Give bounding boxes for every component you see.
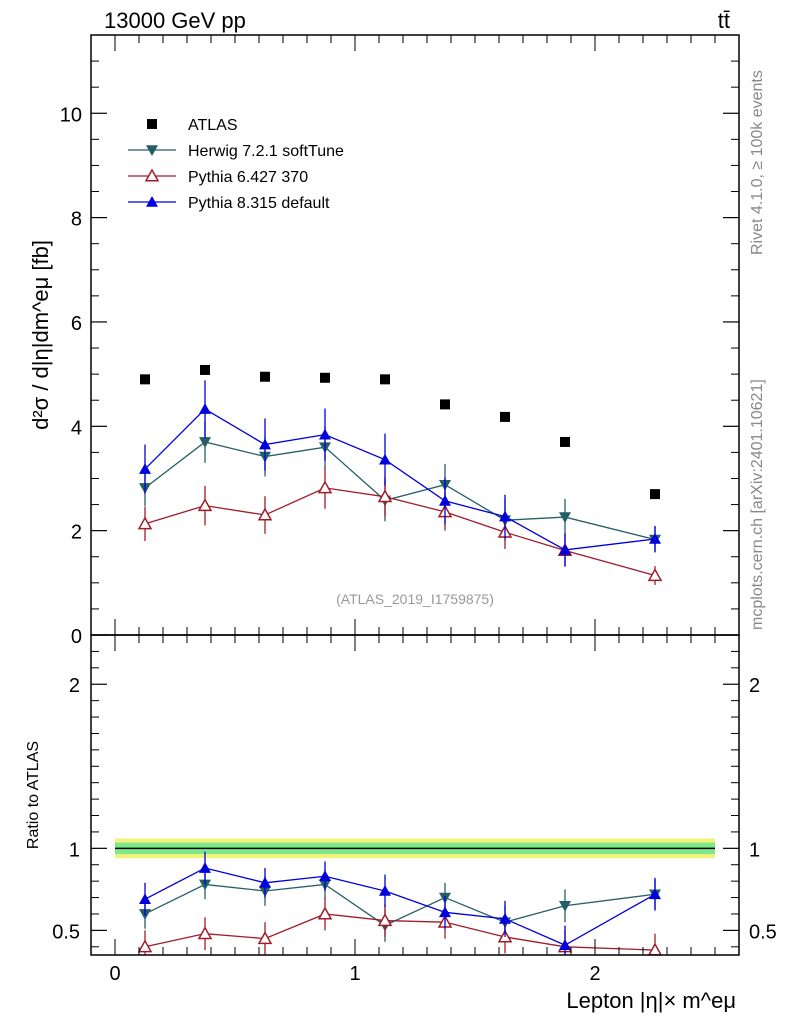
ratio-panel: 0.5 0.5 1 1 2 2 0 1 2 Ratio to ATLAS Lepton |η|×… xyxy=(25,634,777,1013)
legend-label: Pythia 8.315 default xyxy=(188,195,330,212)
ratio-y-tick-label: 2 xyxy=(69,675,80,697)
x-tick-label: 1 xyxy=(349,963,360,985)
data-point xyxy=(320,372,330,383)
data-point xyxy=(199,403,211,414)
legend-marker xyxy=(144,168,160,182)
y-tick-label: 0 xyxy=(71,626,82,648)
rivet-version-label: Rivet 4.1.0, ≥ 100k events xyxy=(749,70,766,255)
data-point xyxy=(499,510,511,522)
data-point xyxy=(317,906,333,920)
main-panel: 0 2 4 6 8 10 (ATLAS_2019_I1759875) d²σ / d|η|… xyxy=(28,34,740,648)
series-line xyxy=(144,883,656,927)
series-4 xyxy=(139,380,661,567)
data-point xyxy=(500,411,510,422)
x-tick-label: 0 xyxy=(109,963,120,985)
data-point xyxy=(380,374,390,385)
data-point xyxy=(650,489,660,500)
data-point xyxy=(139,463,151,474)
data-point xyxy=(260,371,270,382)
series-line xyxy=(144,913,656,951)
ratio-series-3 xyxy=(139,851,661,955)
data-point xyxy=(377,912,393,927)
legend-label: ATLAS xyxy=(188,117,238,134)
data-point xyxy=(259,876,271,888)
data-point xyxy=(139,893,151,905)
y-tick-label: 10 xyxy=(60,104,82,126)
data-point xyxy=(559,543,571,555)
ratio-series-2 xyxy=(137,897,663,956)
x-tick-label: 2 xyxy=(589,963,600,985)
data-point xyxy=(649,888,661,900)
data-point xyxy=(559,900,571,912)
legend-label: Pythia 6.427 370 xyxy=(188,169,308,186)
data-point xyxy=(259,438,271,450)
header-right-label: tt̄ xyxy=(718,8,730,33)
legend-item: Pythia 6.427 370 xyxy=(128,168,308,186)
series-3 xyxy=(137,467,663,585)
series-line xyxy=(144,867,656,946)
data-point xyxy=(257,507,273,521)
legend-label: Herwig 7.2.1 softTune xyxy=(188,143,344,160)
ratio-y-tick-label: 0.5 xyxy=(52,921,80,943)
y-tick-label: 2 xyxy=(71,522,82,544)
main-plot-area xyxy=(137,364,663,585)
data-point xyxy=(559,512,571,524)
data-point xyxy=(499,912,511,924)
legend-item: ATLAS xyxy=(147,117,238,134)
legend-marker xyxy=(147,119,157,129)
data-point xyxy=(319,870,331,882)
data-point xyxy=(647,567,663,582)
data-point xyxy=(317,480,333,494)
main-axis-ticks: 0 2 4 6 8 10 xyxy=(60,35,739,648)
ratio-y-axis-label: Ratio to ATLAS xyxy=(25,741,42,849)
data-point xyxy=(199,879,211,891)
series-2 xyxy=(139,421,661,553)
header-left-label: 13000 GeV pp xyxy=(104,8,246,33)
data-point xyxy=(440,399,450,410)
x-axis-label: Lepton |η|× m^eμ xyxy=(566,988,736,1013)
legend-marker xyxy=(146,196,158,207)
ratio-axis-ticks: 0.5 0.5 1 1 2 2 0 1 2 xyxy=(52,635,777,985)
ratio-y-tick-label-right: 0.5 xyxy=(749,921,777,943)
data-point xyxy=(197,498,213,512)
data-point xyxy=(559,939,571,950)
ratio-y-tick-label: 1 xyxy=(69,839,80,861)
legend: ATLAS Herwig 7.2.1 softTune Pythia 6.427 3… xyxy=(128,117,344,212)
data-point xyxy=(137,516,153,530)
y-tick-label: 8 xyxy=(71,209,82,231)
data-point xyxy=(377,489,393,503)
y-tick-label: 4 xyxy=(71,417,82,439)
data-point xyxy=(197,926,213,940)
series-1 xyxy=(140,364,660,500)
analysis-watermark: (ATLAS_2019_I1759875) xyxy=(336,591,494,607)
data-point xyxy=(199,862,211,873)
data-point xyxy=(439,906,451,918)
ratio-series-1 xyxy=(139,869,661,942)
data-point xyxy=(379,885,391,896)
main-y-axis-label: d²σ / d|η|dm^eμ [fb] xyxy=(28,240,53,430)
series-line xyxy=(144,487,656,577)
legend-item: Pythia 8.315 default xyxy=(128,195,330,212)
data-point xyxy=(649,533,661,544)
series-line xyxy=(144,408,656,551)
legend-item: Herwig 7.2.1 softTune xyxy=(128,143,344,160)
series-line xyxy=(144,441,656,541)
mcplots-label: mcplots.cern.ch [arXiv:2401.10621] xyxy=(749,379,766,630)
data-point xyxy=(200,364,210,375)
data-point xyxy=(140,374,150,385)
data-point xyxy=(319,428,331,440)
ratio-plot-area xyxy=(115,838,715,956)
data-point xyxy=(199,437,211,448)
data-point xyxy=(560,436,570,447)
ratio-frame xyxy=(90,634,740,956)
data-point xyxy=(137,939,153,953)
data-point xyxy=(379,453,391,465)
y-tick-label: 6 xyxy=(71,313,82,335)
data-point xyxy=(439,494,451,506)
ratio-y-tick-label-right: 1 xyxy=(749,839,760,861)
data-point xyxy=(257,931,273,945)
legend-marker xyxy=(146,145,158,156)
ratio-y-tick-label-right: 2 xyxy=(749,675,760,697)
